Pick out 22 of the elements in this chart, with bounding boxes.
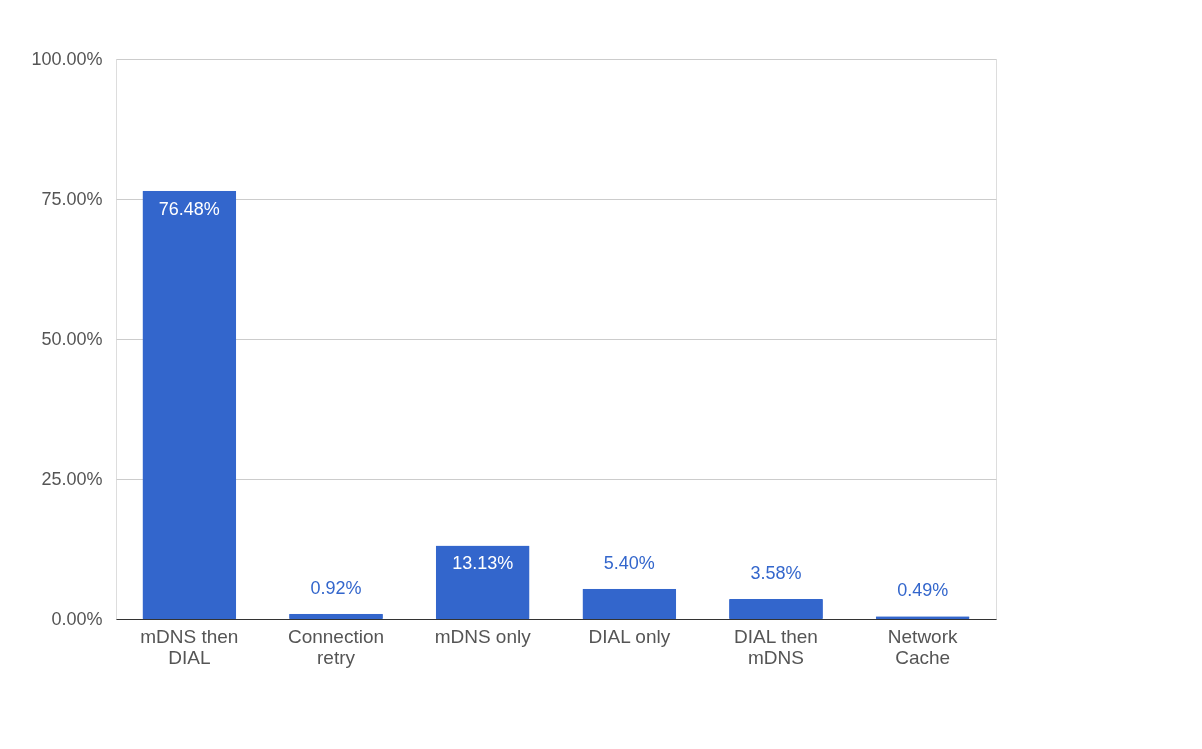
bar [435, 545, 530, 619]
bar [142, 190, 237, 619]
bar [729, 598, 823, 619]
x-tick-label: Network Cache [887, 625, 959, 668]
bar [289, 613, 383, 619]
x-tick-label: DIAL then mDNS [734, 625, 818, 668]
x-tick-label: Connection retry [287, 625, 385, 668]
text: 5.40% [603, 552, 655, 573]
y-tick-label: 75.00% [41, 188, 103, 209]
y-tick-label: 25.00% [41, 468, 103, 489]
x-tick-label: DIAL only [588, 625, 671, 647]
text: 0.49% [897, 580, 949, 601]
y-tick-label: 100.00% [31, 48, 103, 69]
y-tick-label: 0.00% [51, 608, 103, 629]
text: 76.48% [158, 198, 220, 219]
text: 0.92% [310, 577, 362, 598]
x-tick-label: mDNS then DIAL [140, 625, 239, 668]
text: 13.13% [452, 553, 514, 574]
text: 3.58% [750, 562, 802, 583]
x-tick-label: mDNS only [434, 625, 532, 647]
bar [582, 588, 677, 619]
y-tick-label: 50.00% [41, 328, 103, 349]
